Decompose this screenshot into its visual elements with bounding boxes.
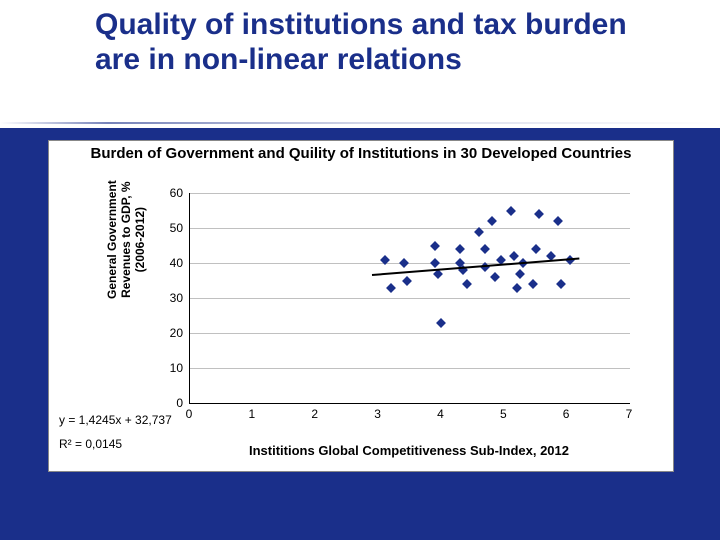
- data-point: [487, 216, 497, 226]
- data-point: [402, 276, 412, 286]
- x-tick-label: 6: [556, 407, 576, 421]
- regression-equation: y = 1,4245x + 32,737: [59, 413, 172, 427]
- title-underline: [0, 122, 720, 124]
- gridline: [190, 263, 630, 264]
- slide: Quality of institutions and tax burden a…: [0, 0, 720, 540]
- gridline: [190, 193, 630, 194]
- y-tick-label: 60: [155, 186, 183, 200]
- data-point: [515, 269, 525, 279]
- data-point: [430, 241, 440, 251]
- data-point: [490, 272, 500, 282]
- gridline: [190, 228, 630, 229]
- x-tick-label: 3: [368, 407, 388, 421]
- y-axis-label-line3: (2006-2012): [133, 180, 147, 299]
- data-point: [462, 279, 472, 289]
- x-tick-label: 0: [179, 407, 199, 421]
- x-axis-label: Instititions Global Competitiveness Sub-…: [189, 443, 629, 458]
- data-point: [506, 206, 516, 216]
- chart-panel: Burden of Government and Quility of Inst…: [48, 140, 674, 472]
- data-point: [556, 279, 566, 289]
- x-tick-label: 2: [305, 407, 325, 421]
- y-axis-label: General Government Revenues to GDP, % (2…: [105, 180, 147, 299]
- gridline: [190, 333, 630, 334]
- slide-title: Quality of institutions and tax burden a…: [95, 8, 655, 77]
- data-point: [512, 283, 522, 293]
- gridline: [190, 298, 630, 299]
- x-tick-label: 1: [242, 407, 262, 421]
- data-point: [436, 318, 446, 328]
- data-point: [480, 244, 490, 254]
- data-point: [455, 244, 465, 254]
- y-tick-label: 30: [155, 291, 183, 305]
- x-tick-label: 7: [619, 407, 639, 421]
- data-point: [528, 279, 538, 289]
- data-point: [399, 258, 409, 268]
- y-tick-label: 20: [155, 326, 183, 340]
- y-tick-label: 10: [155, 361, 183, 375]
- data-point: [553, 216, 563, 226]
- r-squared-value: R² = 0,0145: [59, 437, 122, 451]
- chart-title: Burden of Government and Quility of Inst…: [49, 145, 673, 163]
- y-axis-label-line2: Revenues to GDP, %: [119, 180, 133, 299]
- data-point: [509, 251, 519, 261]
- data-point: [531, 244, 541, 254]
- y-tick-label: 40: [155, 256, 183, 270]
- x-tick-label: 5: [493, 407, 513, 421]
- x-tick-label: 4: [430, 407, 450, 421]
- y-axis-label-line1: General Government: [105, 180, 119, 299]
- data-point: [534, 209, 544, 219]
- plot-area: [189, 193, 630, 404]
- data-point: [430, 258, 440, 268]
- y-tick-label: 50: [155, 221, 183, 235]
- data-point: [386, 283, 396, 293]
- gridline: [190, 368, 630, 369]
